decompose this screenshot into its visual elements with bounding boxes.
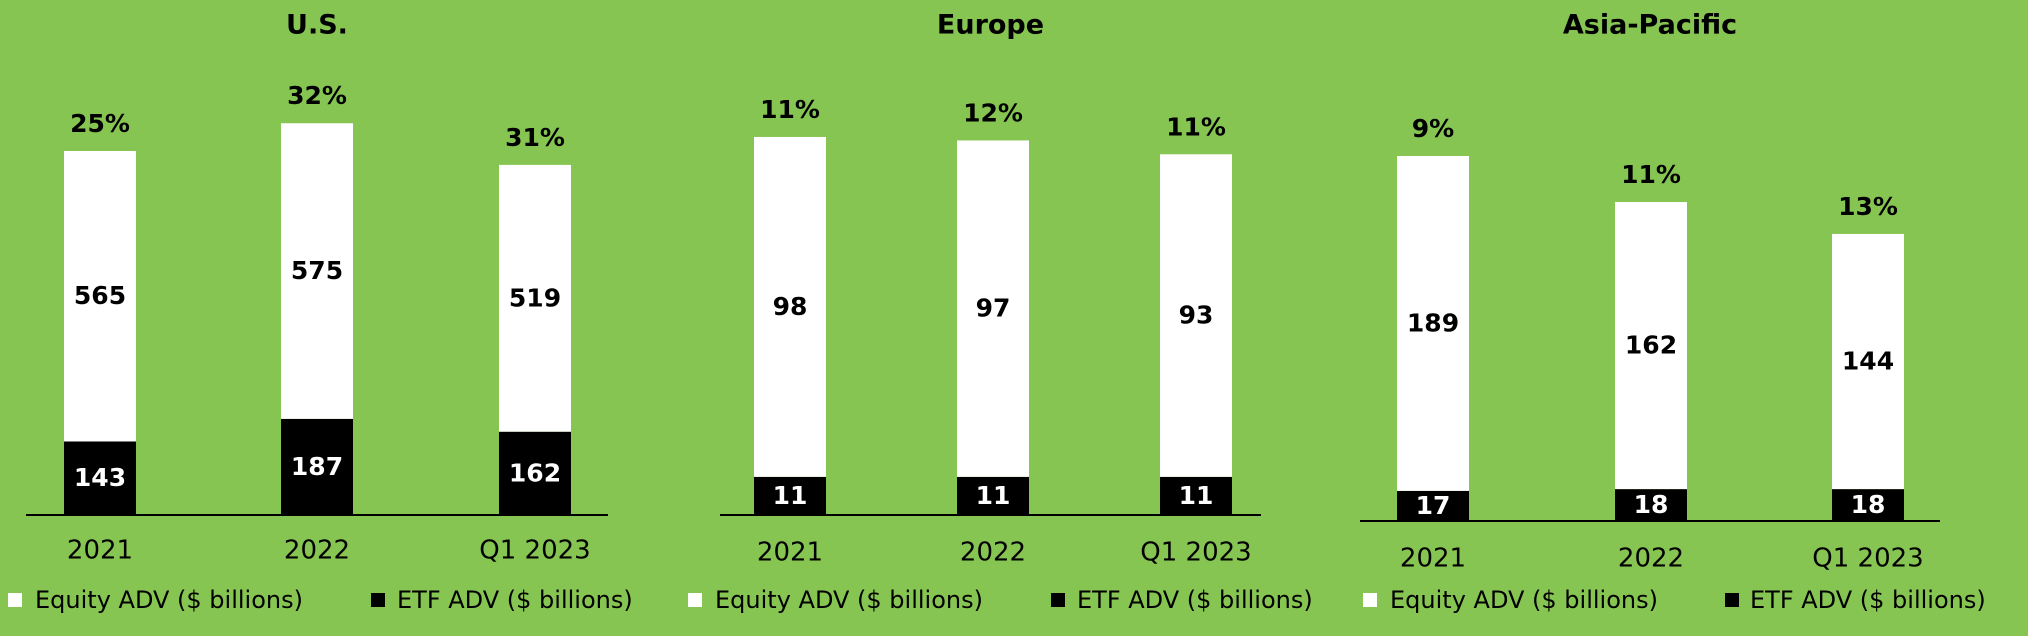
x-tick-label: Q1 2023 (1812, 544, 1923, 574)
annotation: 31% (505, 123, 565, 152)
data-label: 565 (74, 281, 126, 310)
data-label: 189 (1407, 308, 1459, 337)
annotation: 11% (1166, 112, 1226, 141)
legend-label: Equity ADV ($ billions) (35, 586, 303, 614)
x-tick-label: 2021 (1400, 544, 1466, 574)
bar-segment (957, 476, 1029, 515)
x-tick-label: 2021 (67, 536, 133, 566)
legend-swatch (688, 593, 702, 607)
data-label: 519 (509, 283, 561, 312)
bar-segment (499, 431, 571, 515)
data-label: 18 (1634, 490, 1669, 519)
chart-title: Europe (937, 10, 1044, 41)
data-label: 143 (74, 463, 126, 492)
data-label: 17 (1416, 491, 1451, 520)
bar-segment (64, 441, 136, 515)
bar-segment (1160, 154, 1232, 477)
annotation: 9% (1412, 114, 1454, 143)
chart-title: U.S. (286, 10, 348, 41)
legend-label: Equity ADV ($ billions) (1390, 586, 1658, 614)
data-label: 98 (773, 292, 808, 321)
annotation: 25% (70, 109, 130, 138)
bar-segment (1160, 476, 1232, 515)
x-tick-label: 2022 (960, 538, 1026, 568)
bar-segment (1615, 202, 1687, 490)
data-label: 162 (1625, 331, 1677, 360)
annotation: 11% (760, 95, 820, 124)
x-tick-label: 2022 (1618, 544, 1684, 574)
legend-swatch (1363, 593, 1377, 607)
bar-segment (1832, 489, 1904, 521)
legend-swatch (8, 593, 22, 607)
legend-label: ETF ADV ($ billions) (1750, 586, 1986, 614)
bar-segment (754, 136, 826, 477)
bar-segment (957, 140, 1029, 477)
bar-segment (281, 123, 353, 419)
legend-label: ETF ADV ($ billions) (397, 586, 633, 614)
legend-swatch (1725, 593, 1739, 607)
data-label: 162 (509, 458, 561, 487)
x-tick-label: Q1 2023 (479, 536, 590, 566)
legend-swatch (1051, 593, 1065, 607)
x-tick-label: Q1 2023 (1140, 538, 1251, 568)
data-label: 144 (1842, 347, 1894, 376)
annotation: 12% (963, 98, 1023, 127)
bar-segment (754, 476, 826, 515)
data-label: 11 (1179, 481, 1214, 510)
bar-segment (499, 164, 571, 432)
bar-segment (1832, 233, 1904, 490)
data-label: 93 (1179, 301, 1214, 330)
legend-label: Equity ADV ($ billions) (715, 586, 983, 614)
legend-label: ETF ADV ($ billions) (1077, 586, 1313, 614)
data-label: 575 (291, 256, 343, 285)
bar-segment (64, 151, 136, 442)
chart-title: Asia-Pacific (1563, 10, 1737, 41)
annotation: 32% (287, 81, 347, 110)
annotation: 13% (1838, 192, 1898, 221)
annotation: 11% (1621, 160, 1681, 189)
bar-segment (281, 418, 353, 515)
data-label: 11 (773, 481, 808, 510)
bar-segment (1397, 490, 1469, 521)
bar-segment (1615, 489, 1687, 521)
x-tick-label: 2021 (757, 538, 823, 568)
data-label: 18 (1851, 490, 1886, 519)
data-label: 187 (291, 452, 343, 481)
legend-swatch (371, 593, 385, 607)
data-label: 11 (976, 481, 1011, 510)
bar-segment (1397, 155, 1469, 491)
data-label: 97 (976, 294, 1011, 323)
x-tick-label: 2022 (284, 536, 350, 566)
